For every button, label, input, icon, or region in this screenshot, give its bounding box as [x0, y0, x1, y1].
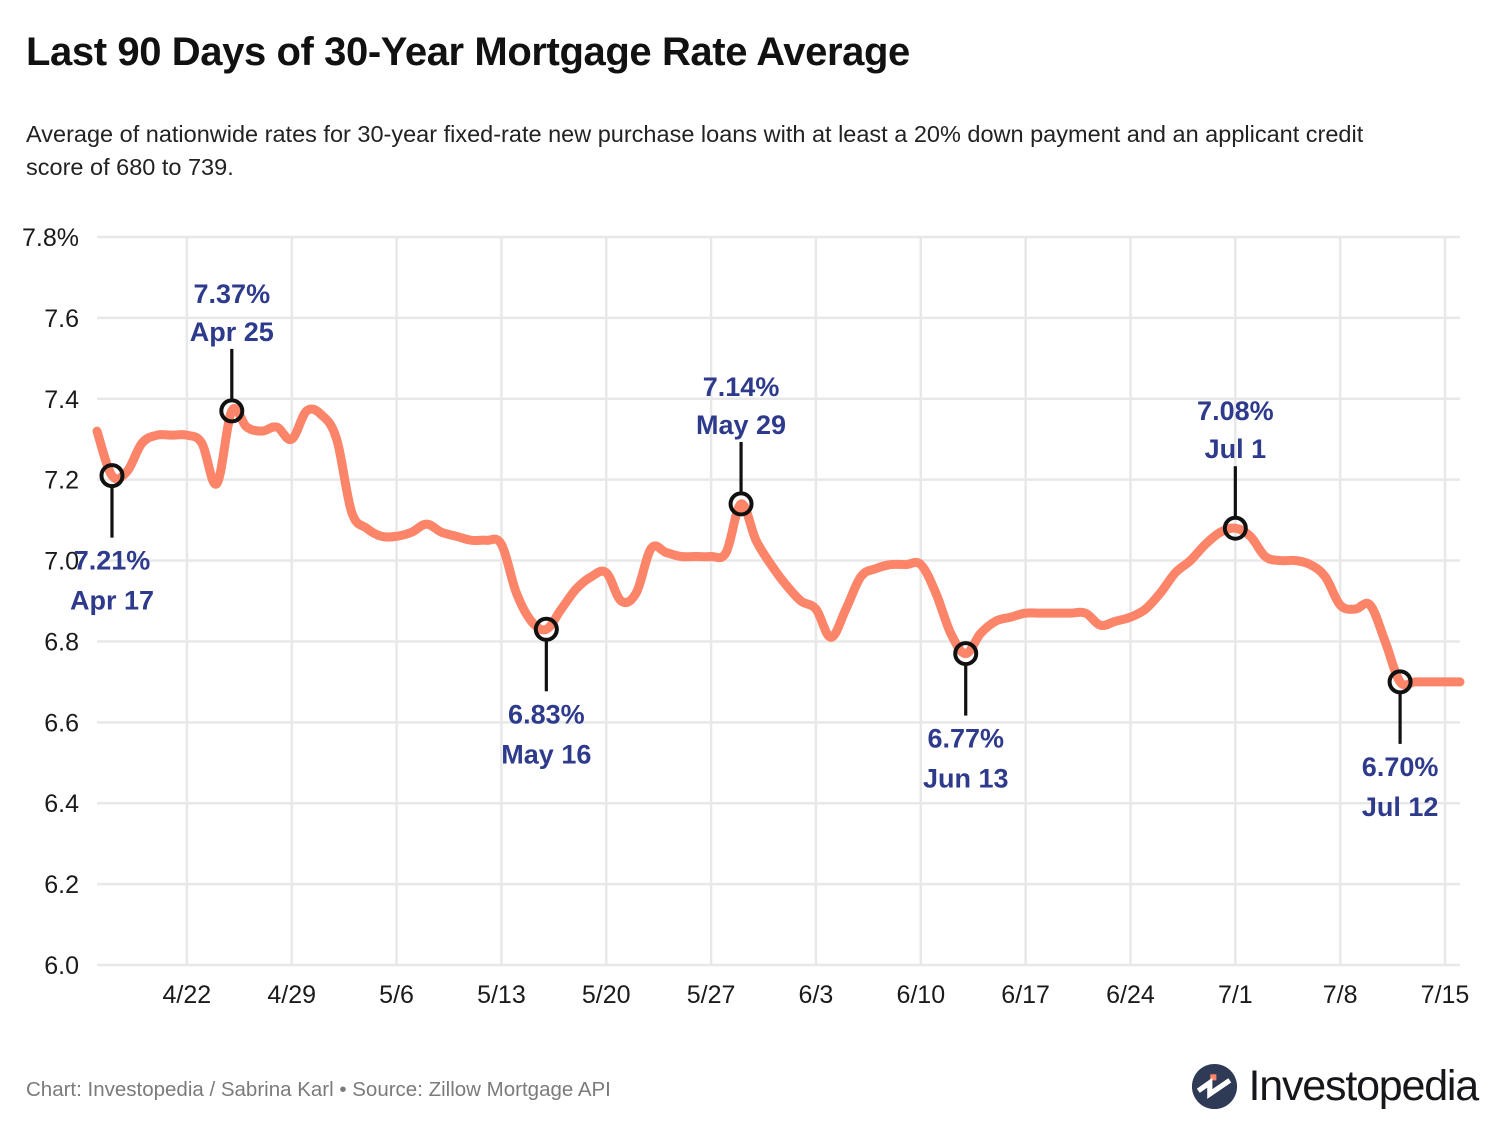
y-axis-tick-label: 6.0: [44, 952, 79, 980]
chart-annotation: 7.14% May 29: [696, 372, 786, 517]
x-axis-tick-label: 5/20: [582, 981, 631, 1009]
investopedia-wordmark: Investopedia: [1248, 1062, 1480, 1110]
annotation-value-label: 7.21%: [74, 546, 151, 576]
chart-credit: Chart: Investopedia / Sabrina Karl • Sou…: [26, 1078, 611, 1101]
annotation-date-label: May 16: [501, 739, 591, 769]
annotation-date-label: Jun 13: [923, 764, 1009, 794]
chart-annotation: 7.37% Apr 25: [190, 279, 274, 424]
x-axis-tick-label: 5/27: [687, 981, 736, 1009]
y-axis-tick-label: 7.4: [44, 386, 79, 414]
chart-annotation: 7.21% Apr 17: [70, 463, 154, 616]
annotation-date-label: Apr 25: [190, 317, 274, 347]
y-axis-tick-label: 6.8: [44, 628, 79, 656]
annotation-point-marker: [533, 616, 559, 642]
x-axis-tick-label: 6/17: [1001, 981, 1050, 1009]
investopedia-logo-icon: [1191, 1063, 1237, 1110]
chart-annotation: 6.70% Jul 12: [1362, 669, 1439, 822]
chart-annotation: 6.77% Jun 13: [923, 641, 1009, 794]
x-axis-tick-label: 5/13: [477, 981, 526, 1009]
data-line-series: [92, 404, 1465, 690]
chart-subtitle: Average of nationwide rates for 30-year …: [26, 121, 1364, 181]
x-axis-tick-label: 5/6: [379, 981, 414, 1009]
annotation-point-marker: [953, 641, 979, 667]
x-axis-tick-label: 7/8: [1323, 981, 1358, 1009]
y-axis-tick-label: 7.6: [44, 305, 79, 333]
chart-plot-area: 6.0 6.2 6.4 6.6 6.8 7.0 7.2 7.4 7.6 7.8% 4/22 4/29 5…: [22, 224, 1470, 1009]
annotation-value-label: 6.77%: [927, 724, 1004, 754]
annotation-point-marker: [1222, 515, 1248, 541]
grid-lines: [97, 235, 1460, 967]
x-axis-tick-label: 7/15: [1421, 981, 1470, 1009]
annotation-point-marker: [1387, 669, 1413, 695]
x-axis-tick-label: 4/22: [163, 981, 212, 1009]
y-axis-tick-label: 7.0: [44, 548, 79, 576]
y-axis-tick-label: 6.6: [44, 709, 79, 737]
page-title: Last 90 Days of 30-Year Mortgage Rate Av…: [26, 30, 910, 74]
annotation-value-label: 7.08%: [1197, 396, 1274, 426]
annotation-value-label: 6.70%: [1362, 752, 1439, 782]
y-axis-tick-label: 6.2: [44, 871, 79, 899]
x-axis-tick-label: 6/24: [1106, 981, 1155, 1009]
chart-annotation: 6.83% May 16: [501, 616, 591, 769]
y-axis-tick-label: 7.8%: [22, 224, 79, 252]
chart-annotation: 7.08% Jul 1: [1197, 396, 1274, 541]
y-axis-tick-label: 7.2: [44, 467, 79, 495]
annotation-date-label: May 29: [696, 410, 786, 440]
annotation-value-label: 7.14%: [703, 372, 780, 402]
annotation-date-label: Jul 1: [1205, 434, 1267, 464]
annotation-date-label: Apr 17: [70, 586, 154, 616]
investopedia-logo: Investopedia: [1191, 1062, 1480, 1110]
line-chart-svg: 6.0 6.2 6.4 6.6 6.8 7.0 7.2 7.4 7.6 7.8% 4/22 4/29 5…: [22, 224, 1470, 1009]
annotation-point-marker: [219, 398, 245, 424]
x-axis-tick-label: 7/1: [1218, 981, 1253, 1009]
x-axis-tick-label: 6/3: [799, 981, 834, 1009]
annotation-point-marker: [728, 491, 754, 517]
annotation-value-label: 6.83%: [508, 699, 585, 729]
y-axis-tick-label: 6.4: [44, 790, 79, 818]
x-axis-tick-label: 4/29: [267, 981, 316, 1009]
annotation-date-label: Jul 12: [1362, 792, 1439, 822]
annotation-value-label: 7.37%: [194, 279, 271, 309]
x-axis-tick-label: 6/10: [896, 981, 945, 1009]
annotation-point-marker: [99, 463, 125, 489]
